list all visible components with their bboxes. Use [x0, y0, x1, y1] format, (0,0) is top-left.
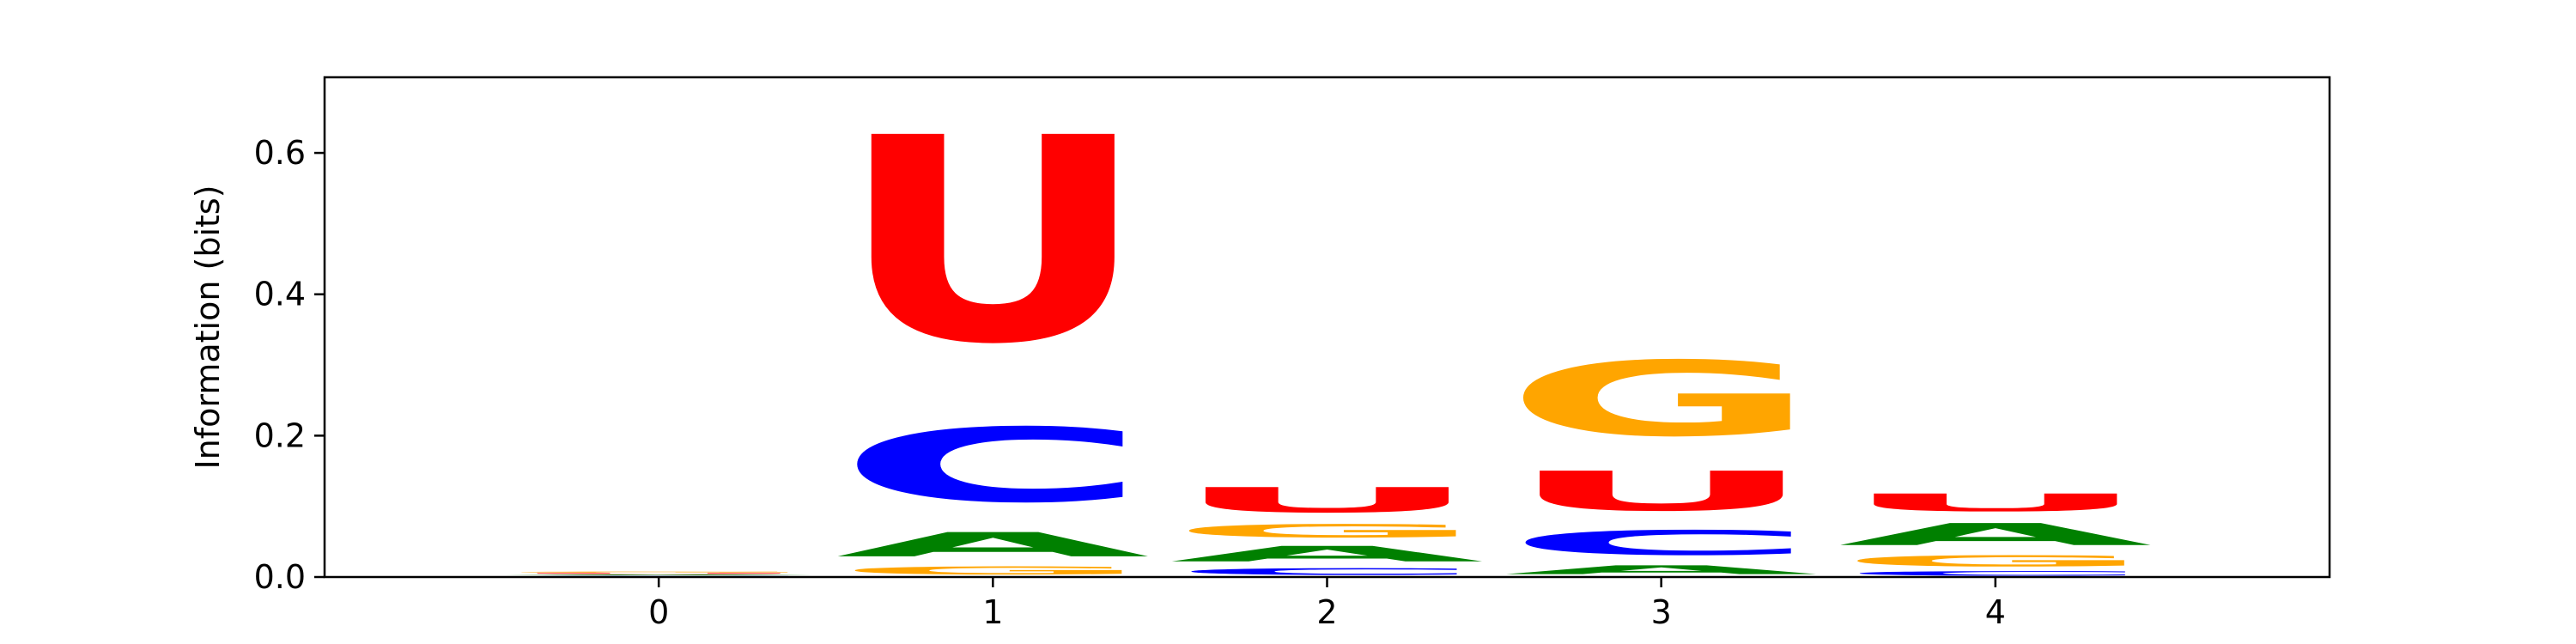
x-tick-label: 0 — [648, 593, 669, 631]
y-axis-title: Information (bits) — [189, 185, 227, 469]
logo-letter-a: A — [835, 526, 1152, 564]
logo-letter-g: G — [1838, 552, 2153, 569]
logo-letter-g: G — [501, 571, 816, 573]
logo-letter-c: C — [1838, 570, 2153, 577]
y-tick-label: 0.0 — [254, 558, 306, 596]
logo-letter-g: G — [1170, 520, 1485, 542]
logo-letter-a: A — [501, 574, 818, 576]
x-tick-label: 2 — [1316, 593, 1337, 631]
logo-letter-u: U — [835, 77, 1150, 405]
logo-letter-a: A — [1504, 563, 1821, 577]
logo-letter-c: C — [1504, 524, 1819, 563]
logo-letter-g: G — [1504, 340, 1819, 459]
logo-letter-g: G — [835, 564, 1150, 577]
logo-letter-u: U — [1838, 489, 2153, 517]
logo-letter-u: U — [1504, 459, 1819, 523]
logo-letter-a: A — [1170, 542, 1487, 567]
y-tick-label: 0.4 — [254, 276, 306, 313]
logo-letter-c: C — [835, 407, 1150, 525]
x-tick-label: 4 — [1985, 593, 2006, 631]
axis-ticks: 0 1 2 3 4 0.0 0.2 0.4 0.6 — [254, 134, 2006, 631]
logo-letter-u: U — [501, 573, 816, 574]
logo-letter-c: C — [1170, 567, 1485, 577]
y-tick-label: 0.2 — [254, 416, 306, 454]
logo-letter-a: A — [1838, 517, 2155, 552]
logo-letter-u: U — [1170, 480, 1485, 520]
x-tick-label: 3 — [1651, 593, 1672, 631]
y-tick-label: 0.6 — [254, 134, 306, 172]
x-tick-label: 1 — [982, 593, 1003, 631]
